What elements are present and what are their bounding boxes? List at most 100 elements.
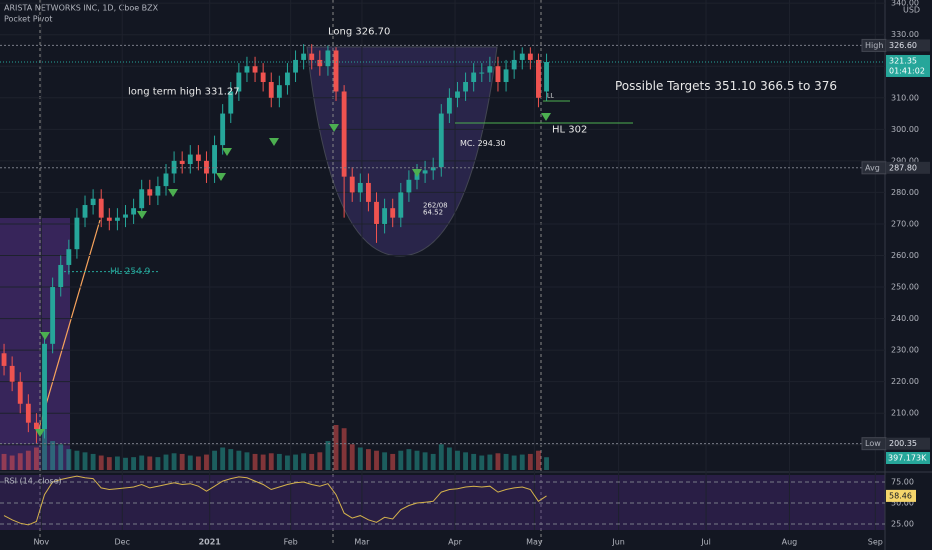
annotation: Possible Targets 351.10 366.5 to 376 bbox=[615, 79, 837, 93]
volume-bar bbox=[25, 450, 31, 470]
candle-body bbox=[430, 167, 436, 171]
volume-bar bbox=[163, 454, 169, 470]
candle-body bbox=[317, 59, 323, 67]
y-tick-label: 270.00 bbox=[891, 219, 919, 228]
volume-bar bbox=[155, 457, 161, 470]
candle-body bbox=[341, 91, 347, 177]
y-tick-label: 330.00 bbox=[891, 30, 919, 39]
candle-body bbox=[179, 160, 185, 165]
candle-body bbox=[268, 82, 274, 98]
annotation: Long 326.70 bbox=[328, 27, 390, 38]
y-tick-label: 240.00 bbox=[891, 314, 919, 323]
volume-bar bbox=[179, 453, 185, 470]
candle-body bbox=[204, 160, 209, 174]
volume-bar bbox=[204, 454, 209, 470]
rsi-band bbox=[0, 475, 885, 530]
volume-bar bbox=[374, 450, 379, 470]
rsi-value: 58.46 bbox=[889, 491, 912, 500]
volume-bar bbox=[139, 455, 145, 470]
signal-marker bbox=[35, 429, 45, 437]
currency: USD bbox=[903, 6, 920, 15]
volume-bar bbox=[536, 450, 541, 470]
candle-body bbox=[527, 53, 533, 60]
volume-bar bbox=[446, 447, 452, 470]
candle-body bbox=[42, 343, 47, 429]
volume-bar bbox=[9, 455, 15, 470]
candle-body bbox=[163, 173, 169, 187]
candle-body bbox=[34, 422, 39, 429]
volume-bar bbox=[487, 454, 493, 470]
candle-body bbox=[325, 50, 331, 67]
y-tick-label: 340.00 bbox=[891, 0, 919, 8]
candle-body bbox=[244, 66, 250, 73]
y-tick-label: 210.00 bbox=[891, 409, 919, 418]
candle-body bbox=[114, 217, 120, 221]
candle-body bbox=[309, 53, 315, 60]
x-tick-label: Apr bbox=[448, 538, 463, 547]
x-tick-label: Jul bbox=[700, 538, 711, 547]
volume-bar bbox=[349, 444, 355, 470]
volume-bar bbox=[422, 452, 428, 470]
signal-marker bbox=[329, 124, 339, 132]
volume-bar bbox=[293, 454, 298, 470]
rsi-value-box bbox=[886, 489, 916, 502]
signal-marker bbox=[412, 169, 422, 177]
volume-bar bbox=[260, 454, 266, 470]
candle-body bbox=[187, 154, 193, 165]
candle-body bbox=[463, 82, 469, 92]
candle-body bbox=[487, 66, 493, 73]
candle-body bbox=[25, 403, 31, 423]
x-tick-label: Dec bbox=[115, 538, 130, 547]
volume-bar bbox=[406, 449, 412, 470]
x-tick-label: Feb bbox=[284, 538, 298, 547]
candle-body bbox=[422, 170, 428, 174]
signal-marker bbox=[168, 189, 178, 197]
volume-bar bbox=[58, 444, 64, 470]
candle-body bbox=[495, 66, 501, 83]
volume-bar bbox=[66, 449, 72, 470]
volume-bar bbox=[325, 441, 331, 470]
candle-body bbox=[236, 72, 242, 92]
volume-bar bbox=[341, 428, 347, 470]
volume-bar bbox=[252, 453, 258, 470]
candle-body bbox=[155, 186, 161, 196]
volume-bar bbox=[511, 455, 517, 470]
volume-bar bbox=[285, 455, 290, 470]
candle-body bbox=[446, 97, 452, 114]
volume-bar bbox=[503, 453, 509, 470]
volume-bar bbox=[357, 447, 363, 470]
volume-bar bbox=[365, 449, 371, 470]
volume-bar bbox=[414, 450, 420, 470]
candle-body bbox=[293, 59, 298, 73]
candle-body bbox=[228, 91, 234, 114]
volume-bar bbox=[430, 453, 436, 470]
y-tick-label: 250.00 bbox=[891, 283, 919, 292]
volume-bar bbox=[1, 453, 7, 470]
volume-bar bbox=[544, 457, 549, 470]
y-tick-label: 290.00 bbox=[891, 156, 919, 165]
x-tick-label: Mar bbox=[354, 538, 370, 547]
volume-bar bbox=[317, 452, 323, 470]
volume-bar bbox=[74, 450, 80, 470]
volume-bar bbox=[90, 453, 96, 470]
volume-bar bbox=[114, 456, 120, 470]
candle-body bbox=[9, 365, 15, 382]
candle-body bbox=[139, 189, 145, 209]
volume-bar bbox=[309, 453, 315, 470]
last-price-box bbox=[886, 54, 930, 77]
candle-body bbox=[455, 91, 460, 98]
signal-marker bbox=[269, 138, 279, 146]
level-name: Low bbox=[865, 439, 881, 448]
candle-body bbox=[511, 59, 517, 70]
candle-body bbox=[147, 189, 153, 196]
y-tick-label: 280.00 bbox=[891, 188, 919, 197]
candle-body bbox=[471, 72, 477, 83]
candle-body bbox=[398, 192, 404, 218]
volume-bar bbox=[301, 453, 307, 470]
annotation: long term high 331.27 bbox=[128, 86, 240, 97]
candle-body bbox=[74, 217, 80, 250]
candle-body bbox=[17, 381, 23, 404]
y-tick-label: 300.00 bbox=[891, 125, 919, 134]
candle-body bbox=[503, 69, 509, 83]
volume-bar bbox=[82, 452, 88, 470]
